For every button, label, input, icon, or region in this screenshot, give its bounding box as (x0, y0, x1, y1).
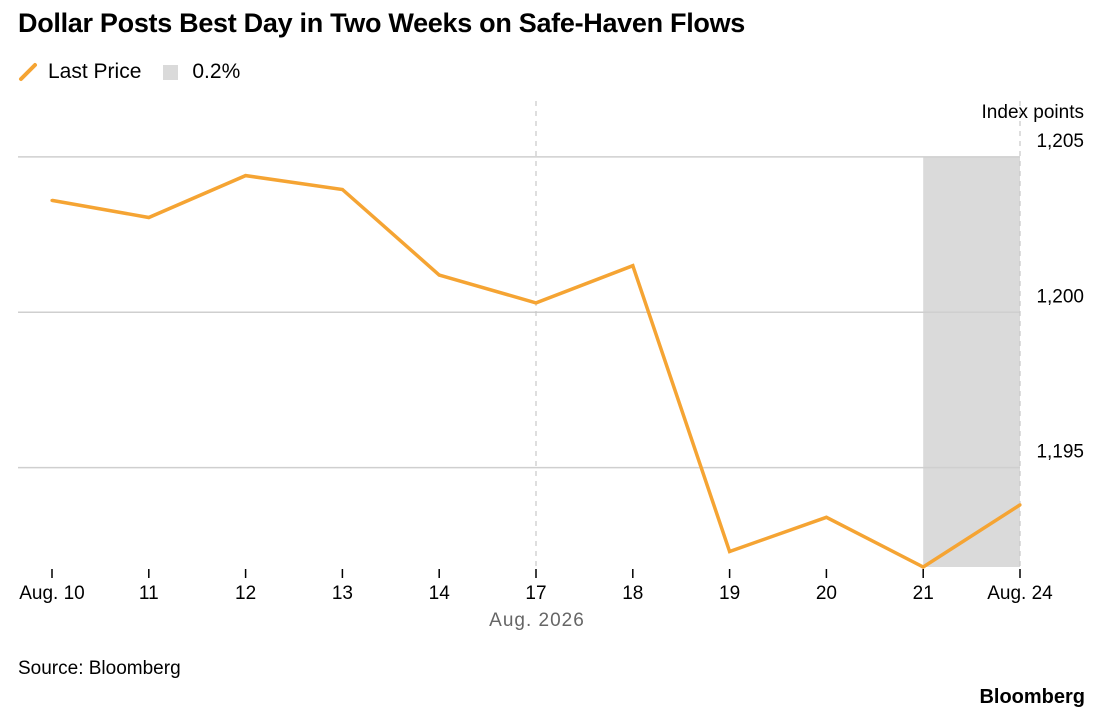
x-tick-label-2026-08-10: Aug. 10 (19, 583, 85, 604)
legend-label-last-price: Last Price (48, 60, 142, 83)
data-point-2026-08-18 (631, 264, 635, 268)
legend-item-band: 0.2% (163, 60, 240, 84)
x-tick-label-2026-08-20: 20 (816, 583, 837, 604)
data-point-2026-08-14 (437, 273, 441, 277)
x-tick-label-2026-08-14: 14 (429, 583, 451, 604)
x-tick-label-2026-08-11: 11 (139, 583, 159, 604)
x-tick-label-2026-08-12: 12 (235, 583, 256, 604)
x-tick-label-2026-08-21: 21 (913, 583, 934, 604)
data-point-2026-08-11 (147, 215, 151, 220)
legend-line-swatch (19, 63, 37, 81)
legend-band-swatch (163, 64, 179, 80)
x-tick-label-2026-08-13: 13 (332, 583, 353, 604)
data-point-2026-08-12 (244, 173, 248, 178)
chart-title: Dollar Posts Best Day in Two Weeks on Sa… (18, 8, 745, 38)
legend-label-band: 0.2% (192, 60, 241, 83)
data-point-2026-08-10 (50, 198, 54, 203)
data-point-2026-08-20 (824, 515, 829, 519)
x-tick-label-2026-08-18: 18 (622, 583, 643, 604)
data-point-2026-08-21 (921, 565, 925, 569)
y-tick-label-1205: 1,205 (1036, 131, 1084, 152)
y-tick-label-1195: 1,195 (1036, 442, 1084, 463)
x-tick-label-2026-08-17: 17 (525, 583, 546, 604)
source-note: Source: Bloomberg (18, 658, 181, 679)
highlight-band (923, 156, 1020, 568)
x-tick-label-2026-08-19: 19 (719, 583, 740, 604)
data-point-2026-08-13 (340, 187, 344, 192)
data-point-2026-08-19 (728, 549, 732, 554)
y-tick-label-1200: 1,200 (1036, 286, 1084, 307)
data-point-2026-08-17 (534, 301, 538, 305)
x-tick-label-2026-08-24: Aug. 24 (987, 583, 1053, 604)
x-group-label: Aug. 2026 (489, 610, 585, 631)
legend: Last Price 0.2% (18, 60, 262, 84)
legend-item-last-price: Last Price (18, 60, 141, 84)
brand-logo: Bloomberg (979, 686, 1085, 708)
y-axis-label: Index points (982, 102, 1084, 123)
data-point-2026-08-24 (1018, 503, 1022, 507)
